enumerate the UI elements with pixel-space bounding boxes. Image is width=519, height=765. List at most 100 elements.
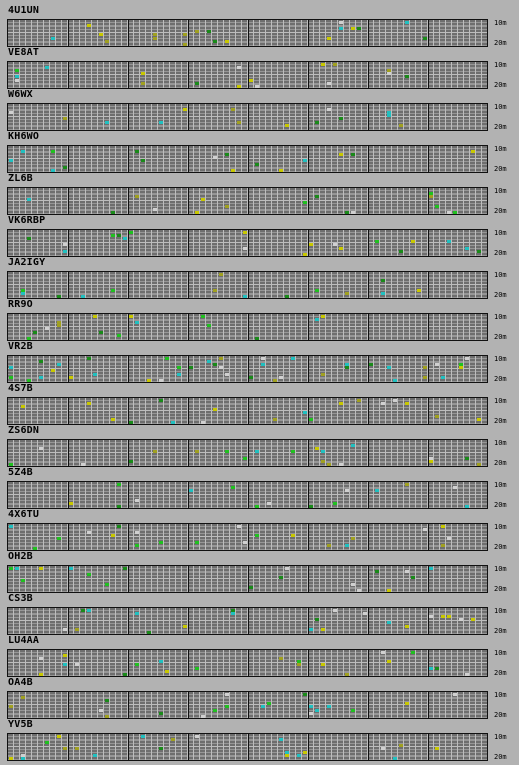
hour-divider	[68, 20, 69, 46]
station-row: JA2IGY 10m 20m	[0, 257, 519, 299]
spot-cell	[309, 705, 313, 709]
hour-divider	[248, 20, 249, 46]
spot-cell	[255, 84, 259, 88]
spot-cell	[363, 611, 367, 615]
spot-cell	[237, 65, 241, 69]
spot-cell	[81, 294, 85, 298]
hour-divider	[368, 650, 369, 676]
spot-cell	[327, 107, 331, 111]
spot-cell	[51, 168, 55, 172]
propagation-grid	[7, 733, 488, 761]
band-label-20m: 20m	[494, 501, 507, 509]
spot-cell	[141, 72, 145, 76]
hour-divider	[428, 356, 429, 382]
spot-cell	[345, 291, 349, 295]
spot-cell	[375, 488, 379, 492]
hour-divider	[368, 272, 369, 298]
spot-cell	[93, 314, 97, 318]
spot-cell	[9, 159, 13, 163]
spot-cell	[351, 537, 355, 541]
spot-cell	[465, 672, 469, 676]
hour-divider	[188, 230, 189, 256]
band-label-10m: 10m	[494, 439, 507, 447]
hour-divider	[248, 398, 249, 424]
hour-divider	[248, 482, 249, 508]
spot-cell	[351, 26, 355, 30]
hour-divider	[428, 734, 429, 760]
hour-divider	[248, 524, 249, 550]
hour-divider	[308, 104, 309, 130]
spot-cell	[285, 294, 289, 298]
station-row: 5Z4B 10m 20m	[0, 467, 519, 509]
hour-divider	[308, 440, 309, 466]
spot-cell	[165, 356, 169, 360]
spot-cell	[327, 543, 331, 547]
spot-cell	[429, 456, 433, 460]
spot-cell	[435, 747, 439, 751]
spot-cell	[423, 375, 427, 379]
spot-cell	[417, 288, 421, 292]
hour-divider	[128, 272, 129, 298]
spot-cell	[153, 207, 157, 211]
spot-cell	[153, 33, 157, 37]
spot-cell	[429, 666, 433, 670]
spot-cell	[219, 272, 223, 276]
hour-divider	[188, 482, 189, 508]
spot-cell	[57, 734, 61, 738]
spot-cell	[441, 375, 445, 379]
spot-cell	[231, 168, 235, 172]
spot-cell	[273, 378, 277, 382]
spot-cell	[111, 210, 115, 214]
spot-cell	[69, 375, 73, 379]
spot-cell	[9, 366, 13, 370]
spot-cell	[231, 485, 235, 489]
spot-cell	[21, 695, 25, 699]
spot-cell	[177, 372, 181, 376]
hour-divider	[68, 314, 69, 340]
spot-cell	[429, 614, 433, 618]
spot-cell	[345, 210, 349, 214]
spot-cell	[471, 149, 475, 153]
spot-cell	[351, 210, 355, 214]
hour-divider	[128, 608, 129, 634]
spot-cell	[261, 362, 265, 366]
spot-cell	[231, 611, 235, 615]
spot-cell	[339, 26, 343, 30]
propagation-grid	[7, 523, 488, 551]
hour-divider	[188, 398, 189, 424]
spot-cell	[87, 608, 91, 612]
spot-cell	[159, 747, 163, 751]
hour-divider	[128, 566, 129, 592]
hour-divider	[428, 524, 429, 550]
spot-cell	[381, 278, 385, 282]
spot-cell	[321, 372, 325, 376]
spot-cell	[339, 20, 343, 24]
spot-cell	[213, 408, 217, 412]
spot-cell	[447, 614, 451, 618]
hour-divider	[248, 104, 249, 130]
spot-cell	[63, 243, 67, 247]
band-label-10m: 10m	[494, 565, 507, 573]
spot-cell	[321, 663, 325, 667]
spot-cell	[21, 579, 25, 583]
spot-cell	[219, 356, 223, 360]
spot-cell	[15, 78, 19, 82]
propagation-grid	[7, 565, 488, 593]
spot-cell	[87, 530, 91, 534]
spot-cell	[21, 753, 25, 757]
spot-cell	[57, 320, 61, 324]
hour-divider	[68, 146, 69, 172]
spot-cell	[165, 669, 169, 673]
spot-cell	[135, 663, 139, 667]
hour-divider	[308, 734, 309, 760]
band-label-10m: 10m	[494, 187, 507, 195]
spot-cell	[351, 443, 355, 447]
spot-cell	[135, 530, 139, 534]
spot-cell	[471, 618, 475, 622]
spot-cell	[315, 288, 319, 292]
hour-divider	[248, 356, 249, 382]
band-label-10m: 10m	[494, 523, 507, 531]
station-callsign: RR9O	[8, 299, 33, 310]
band-label-20m: 20m	[494, 753, 507, 761]
spot-cell	[243, 294, 247, 298]
